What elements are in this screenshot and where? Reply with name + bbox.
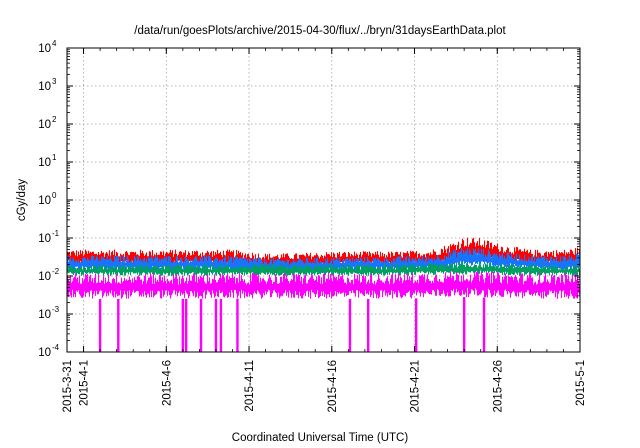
y-axis-label: cGy/day: [16, 179, 28, 221]
plot-area: [66, 237, 581, 352]
x-axis: 2015-3-31 2015-4-1 2015-4-6 2015-4-11 2015-4…: [62, 48, 587, 412]
x-tick-label: 2015-4-6: [161, 360, 173, 406]
series-dip: [366, 298, 370, 352]
y-tick-label: 10: [38, 195, 51, 207]
series-dip: [181, 298, 185, 352]
y-tick-label: 10: [38, 347, 51, 359]
y-tick-label-exponent: 2: [52, 115, 57, 124]
x-tick-label: 2015-4-21: [410, 360, 422, 412]
y-tick-label: 10: [38, 271, 51, 283]
series-dip: [462, 297, 466, 352]
y-tick-label: 10: [38, 157, 51, 169]
x-tick-label: 2015-4-16: [327, 360, 339, 412]
y-tick-label-exponent: -1: [52, 229, 60, 238]
series-dip: [214, 298, 218, 352]
series-dip: [414, 298, 418, 352]
series-dip: [236, 298, 239, 352]
y-tick-label: 10: [38, 43, 51, 55]
y-tick-label: 10: [38, 309, 51, 321]
x-tick-label: 2015-3-31: [62, 360, 74, 412]
y-tick-label-exponent: 3: [52, 77, 57, 86]
x-tick-label: 2015-4-11: [244, 360, 256, 412]
series-dip: [199, 298, 203, 352]
grid: [67, 48, 580, 352]
series-dip: [348, 298, 352, 352]
chart-title: /data/run/goesPlots/archive/2015-04-30/f…: [134, 25, 506, 37]
y-tick-label: 10: [38, 119, 51, 131]
y-tick-label-exponent: 0: [52, 191, 57, 200]
series-dip: [482, 297, 486, 352]
series-ff00ff: [66, 271, 581, 352]
y-tick-label: 10: [38, 233, 51, 245]
series-dip: [98, 298, 102, 352]
x-tick-label: 2015-4-1: [79, 360, 91, 406]
x-tick-label: 2015-5-1: [575, 360, 587, 406]
y-tick-label-exponent: 4: [52, 39, 57, 48]
x-tick-label: 2015-4-26: [492, 360, 504, 412]
y-tick-label-exponent: -3: [52, 305, 60, 314]
series-dip: [117, 298, 120, 352]
y-tick-label-exponent: -4: [52, 343, 60, 352]
series-dip: [219, 298, 223, 352]
y-tick-label-exponent: -2: [52, 267, 60, 276]
x-axis-label: Coordinated Universal Time (UTC): [232, 432, 409, 444]
y-tick-label: 10: [38, 81, 51, 93]
y-tick-label-exponent: 1: [52, 153, 57, 162]
series-dip: [184, 298, 188, 352]
series-band: [66, 271, 581, 299]
